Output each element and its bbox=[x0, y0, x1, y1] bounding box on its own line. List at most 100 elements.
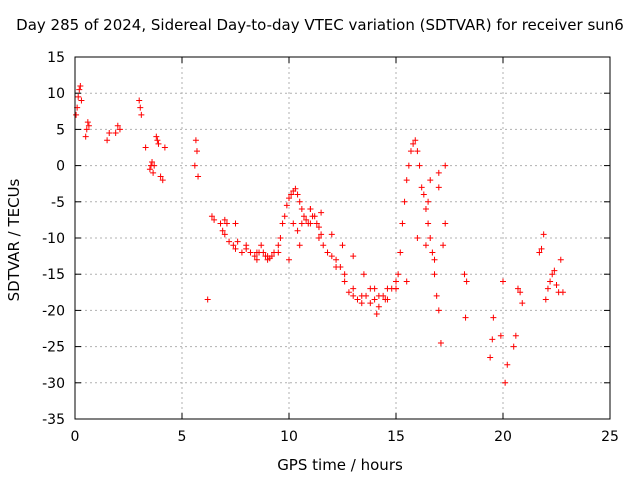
data-point bbox=[311, 213, 318, 220]
data-point bbox=[407, 148, 414, 155]
data-point bbox=[414, 148, 421, 155]
axis-ticks: 0 5 10 15 20 25 15 10 5 0 -5 -10 -15 -20 -25 -30 -35 bbox=[42, 50, 619, 445]
data-point bbox=[226, 238, 233, 245]
data-point bbox=[339, 242, 346, 249]
data-point bbox=[547, 278, 554, 285]
data-point bbox=[294, 227, 301, 234]
data-point bbox=[489, 336, 496, 343]
data-point bbox=[298, 220, 305, 227]
data-point bbox=[146, 166, 153, 173]
data-point bbox=[514, 285, 521, 292]
data-point bbox=[437, 339, 444, 346]
chart-title: Day 285 of 2024, Sidereal Day-to-day VTE… bbox=[16, 16, 624, 34]
data-point bbox=[192, 137, 199, 144]
data-point bbox=[161, 144, 168, 151]
data-points bbox=[73, 82, 566, 386]
data-point bbox=[230, 242, 237, 249]
data-point bbox=[286, 195, 292, 202]
data-point bbox=[354, 296, 361, 303]
data-point bbox=[150, 169, 157, 176]
y-tick-label: 10 bbox=[47, 86, 65, 102]
data-point bbox=[313, 220, 320, 227]
data-point bbox=[435, 184, 442, 191]
data-point bbox=[104, 137, 111, 144]
x-tick-label: 0 bbox=[71, 429, 80, 445]
data-point bbox=[296, 242, 303, 249]
data-point bbox=[395, 271, 402, 278]
data-point bbox=[435, 307, 442, 314]
data-point bbox=[292, 185, 299, 192]
data-point bbox=[358, 300, 365, 307]
data-point bbox=[253, 249, 260, 256]
data-point bbox=[328, 253, 335, 260]
data-point bbox=[384, 285, 391, 292]
data-point bbox=[414, 235, 421, 241]
data-point bbox=[151, 162, 158, 169]
data-point bbox=[403, 278, 410, 285]
data-point bbox=[77, 82, 84, 89]
data-point bbox=[243, 242, 250, 249]
data-point bbox=[502, 379, 509, 386]
data-point bbox=[416, 162, 423, 169]
data-point bbox=[247, 249, 254, 256]
data-point bbox=[137, 104, 144, 111]
data-point bbox=[116, 126, 123, 133]
data-point bbox=[461, 271, 468, 278]
data-point bbox=[373, 311, 380, 318]
data-point bbox=[84, 119, 91, 126]
data-point bbox=[238, 249, 245, 256]
y-tick-label: -20 bbox=[42, 303, 65, 319]
data-point bbox=[286, 256, 292, 263]
y-tick-label: -25 bbox=[42, 340, 65, 356]
data-point bbox=[462, 314, 469, 321]
data-point bbox=[155, 140, 162, 147]
data-point bbox=[399, 220, 406, 227]
data-point bbox=[358, 292, 365, 299]
data-point bbox=[83, 126, 90, 133]
data-point bbox=[519, 300, 526, 307]
data-point bbox=[490, 314, 497, 321]
data-point bbox=[420, 191, 427, 198]
y-tick-label: -35 bbox=[42, 412, 65, 428]
data-point bbox=[217, 220, 224, 227]
data-point bbox=[320, 242, 327, 249]
data-point bbox=[557, 256, 564, 263]
data-point bbox=[397, 249, 404, 256]
data-point bbox=[211, 216, 218, 223]
data-point bbox=[82, 133, 89, 140]
data-point bbox=[232, 220, 239, 227]
plot-frame bbox=[74, 56, 611, 420]
data-point bbox=[410, 140, 417, 147]
y-tick-label: -15 bbox=[42, 267, 65, 283]
y-tick-label: -30 bbox=[42, 376, 65, 392]
data-point bbox=[328, 231, 335, 238]
data-point bbox=[350, 292, 357, 299]
x-axis-label: GPS time / hours bbox=[277, 456, 403, 474]
data-point bbox=[442, 220, 449, 227]
data-point bbox=[403, 177, 410, 184]
data-point bbox=[442, 162, 449, 169]
y-tick-label: 0 bbox=[56, 159, 65, 175]
data-point bbox=[75, 93, 82, 100]
data-point bbox=[551, 267, 558, 274]
data-point bbox=[500, 278, 506, 285]
data-point bbox=[193, 148, 200, 155]
data-point bbox=[279, 220, 286, 227]
data-point bbox=[341, 271, 348, 278]
data-point bbox=[542, 296, 549, 303]
data-point bbox=[393, 285, 399, 292]
data-point bbox=[510, 343, 517, 350]
data-point bbox=[275, 242, 282, 249]
data-point bbox=[318, 209, 325, 216]
data-point bbox=[350, 253, 357, 260]
data-point bbox=[371, 285, 378, 292]
data-point bbox=[375, 303, 382, 310]
data-point bbox=[204, 296, 211, 303]
data-point bbox=[307, 206, 314, 213]
data-point bbox=[149, 158, 156, 165]
data-point bbox=[512, 332, 519, 339]
data-point bbox=[85, 122, 92, 129]
data-point bbox=[422, 242, 429, 249]
data-point bbox=[208, 213, 215, 220]
